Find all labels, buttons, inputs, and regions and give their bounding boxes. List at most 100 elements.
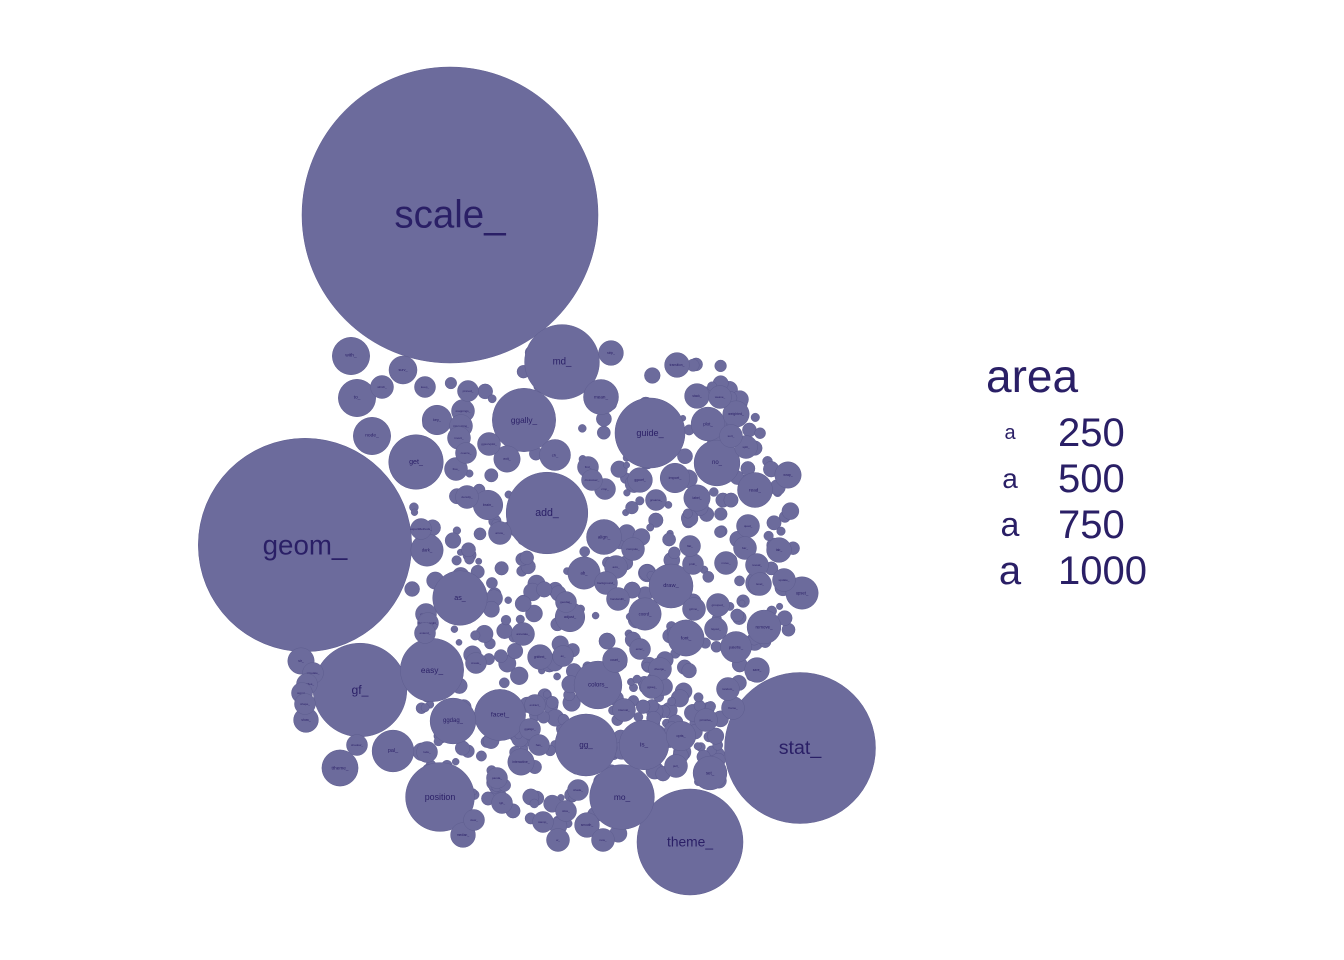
bubble-label: ab_	[581, 571, 589, 576]
bubble-label: new_	[599, 838, 607, 842]
bubble-label: quad_	[744, 524, 753, 528]
bubble-key: key_	[421, 404, 453, 436]
bubble-prob: prob_	[682, 553, 704, 575]
bubble-colors: colors_	[573, 660, 623, 710]
bubble-label: show_	[301, 718, 310, 722]
bubble-circle	[432, 570, 488, 626]
bubble-circle	[664, 352, 690, 378]
small-bubble	[667, 697, 676, 706]
bubble-label: split_	[742, 445, 749, 449]
bubble-label: set_	[706, 771, 715, 776]
bubble-circle	[455, 442, 477, 464]
bubble-quad: quad_	[736, 514, 760, 538]
bubble-level: level_	[748, 572, 772, 596]
bubble-label: median_	[457, 833, 469, 837]
bubble-ggsurvplot: ggsurvplot_	[477, 432, 501, 456]
bubble-label: theme_	[667, 835, 713, 850]
small-bubble	[507, 643, 524, 660]
bubble-circle	[694, 708, 718, 732]
bubble-with: with_	[332, 337, 370, 375]
bubble-circle	[724, 672, 876, 824]
bubble-label: interactive_	[512, 760, 529, 764]
small-bubble	[486, 577, 498, 589]
labeled-bubbles-layer: scale_ geom_ stat_ theme_ gf_ add_ md_ guide_po…	[198, 66, 876, 896]
legend-title: area	[986, 350, 1079, 402]
bubble-circle	[388, 355, 418, 385]
bubble-label: geom_	[263, 530, 348, 561]
bubble-label: panda_	[492, 776, 502, 780]
bubble-label: rgb_	[499, 801, 505, 805]
bubble-label: shape_	[300, 702, 310, 706]
bubble-label: stack_	[692, 394, 701, 398]
small-bubble	[714, 526, 726, 538]
small-bubble	[487, 394, 497, 404]
bubble-circle	[332, 337, 370, 375]
bubble-circle	[772, 568, 796, 592]
small-bubble	[473, 527, 487, 541]
bubble-circle	[621, 537, 645, 561]
bubble-label: axis_	[612, 565, 619, 569]
bubble-label: with_	[345, 353, 357, 359]
bubble-label: brain_	[483, 503, 494, 507]
bubble-label: surv_	[398, 368, 408, 372]
bubble-mean: mean_	[583, 379, 619, 415]
bubble-label: interval_	[618, 708, 630, 712]
bubble-ggally: ggally_	[492, 388, 556, 452]
bubble-plot: plot_	[690, 406, 726, 442]
bubble-circle	[598, 340, 624, 366]
bubble-circle	[444, 457, 468, 481]
bubble-label: simulate_	[307, 671, 320, 675]
bubble-label: crop_	[601, 487, 609, 491]
bubble-label: read_	[749, 488, 761, 493]
bubble-circle	[706, 593, 730, 617]
bubble-dark: dark_	[410, 533, 444, 567]
bubble-label: random_	[722, 687, 734, 691]
bubble-no: no_	[693, 439, 741, 487]
legend-key-glyph: a	[998, 548, 1022, 593]
bubble-label: ggsurvplot_	[481, 442, 497, 446]
bubble-circle	[507, 748, 535, 776]
bubble-strip: strip_	[598, 340, 624, 366]
bubble-label: which_	[377, 385, 387, 389]
bubble-circle	[528, 734, 550, 756]
bubble-shape: shape_	[294, 693, 316, 715]
bubble-slice: slice_	[555, 800, 577, 822]
bubble-label: level_	[756, 582, 764, 586]
bubble-extend: extend_	[414, 622, 436, 644]
bubble-position: position	[405, 762, 475, 832]
bubble-circle	[457, 380, 479, 402]
bubble-crossover: crossover_	[581, 469, 603, 491]
bubble-label: lode_	[423, 750, 431, 754]
small-bubble	[529, 798, 539, 809]
bubble-circle	[493, 445, 521, 473]
bubble-label: ggseg_	[647, 685, 657, 689]
small-bubble	[514, 595, 532, 613]
legend-value: 750	[1058, 502, 1125, 547]
bubble-circle	[720, 631, 752, 663]
bubble-pull: pull_	[664, 754, 688, 778]
bubble-circle	[455, 485, 479, 509]
bubble-compute: compute_	[621, 537, 645, 561]
bubble-circle	[488, 521, 512, 545]
bubble-label: extract_	[530, 703, 541, 707]
bubble-extract: extract_	[524, 694, 546, 716]
bubble-circle	[463, 809, 485, 831]
bubble-label: scale_	[394, 194, 506, 237]
bubble-label: sir_	[298, 659, 304, 663]
bubble-circle	[586, 519, 622, 555]
small-bubble	[553, 672, 561, 681]
bubble-surv: surv_	[388, 355, 418, 385]
bubble-coord: coord_	[628, 597, 662, 631]
bubble-coerce: coerce_	[455, 442, 477, 464]
bubble-circle	[594, 571, 618, 595]
bubble-label: crossover_	[585, 478, 600, 482]
bubble-label: align_	[598, 535, 611, 540]
bubble-circle	[690, 406, 726, 442]
bubble-label: av_	[561, 654, 566, 658]
bubble-annotate: annotate_	[511, 622, 535, 646]
bubble-new: new_	[591, 828, 615, 852]
small-bubble	[579, 546, 591, 557]
bubble-label: mappings_	[456, 409, 471, 413]
small-bubble	[404, 581, 420, 597]
